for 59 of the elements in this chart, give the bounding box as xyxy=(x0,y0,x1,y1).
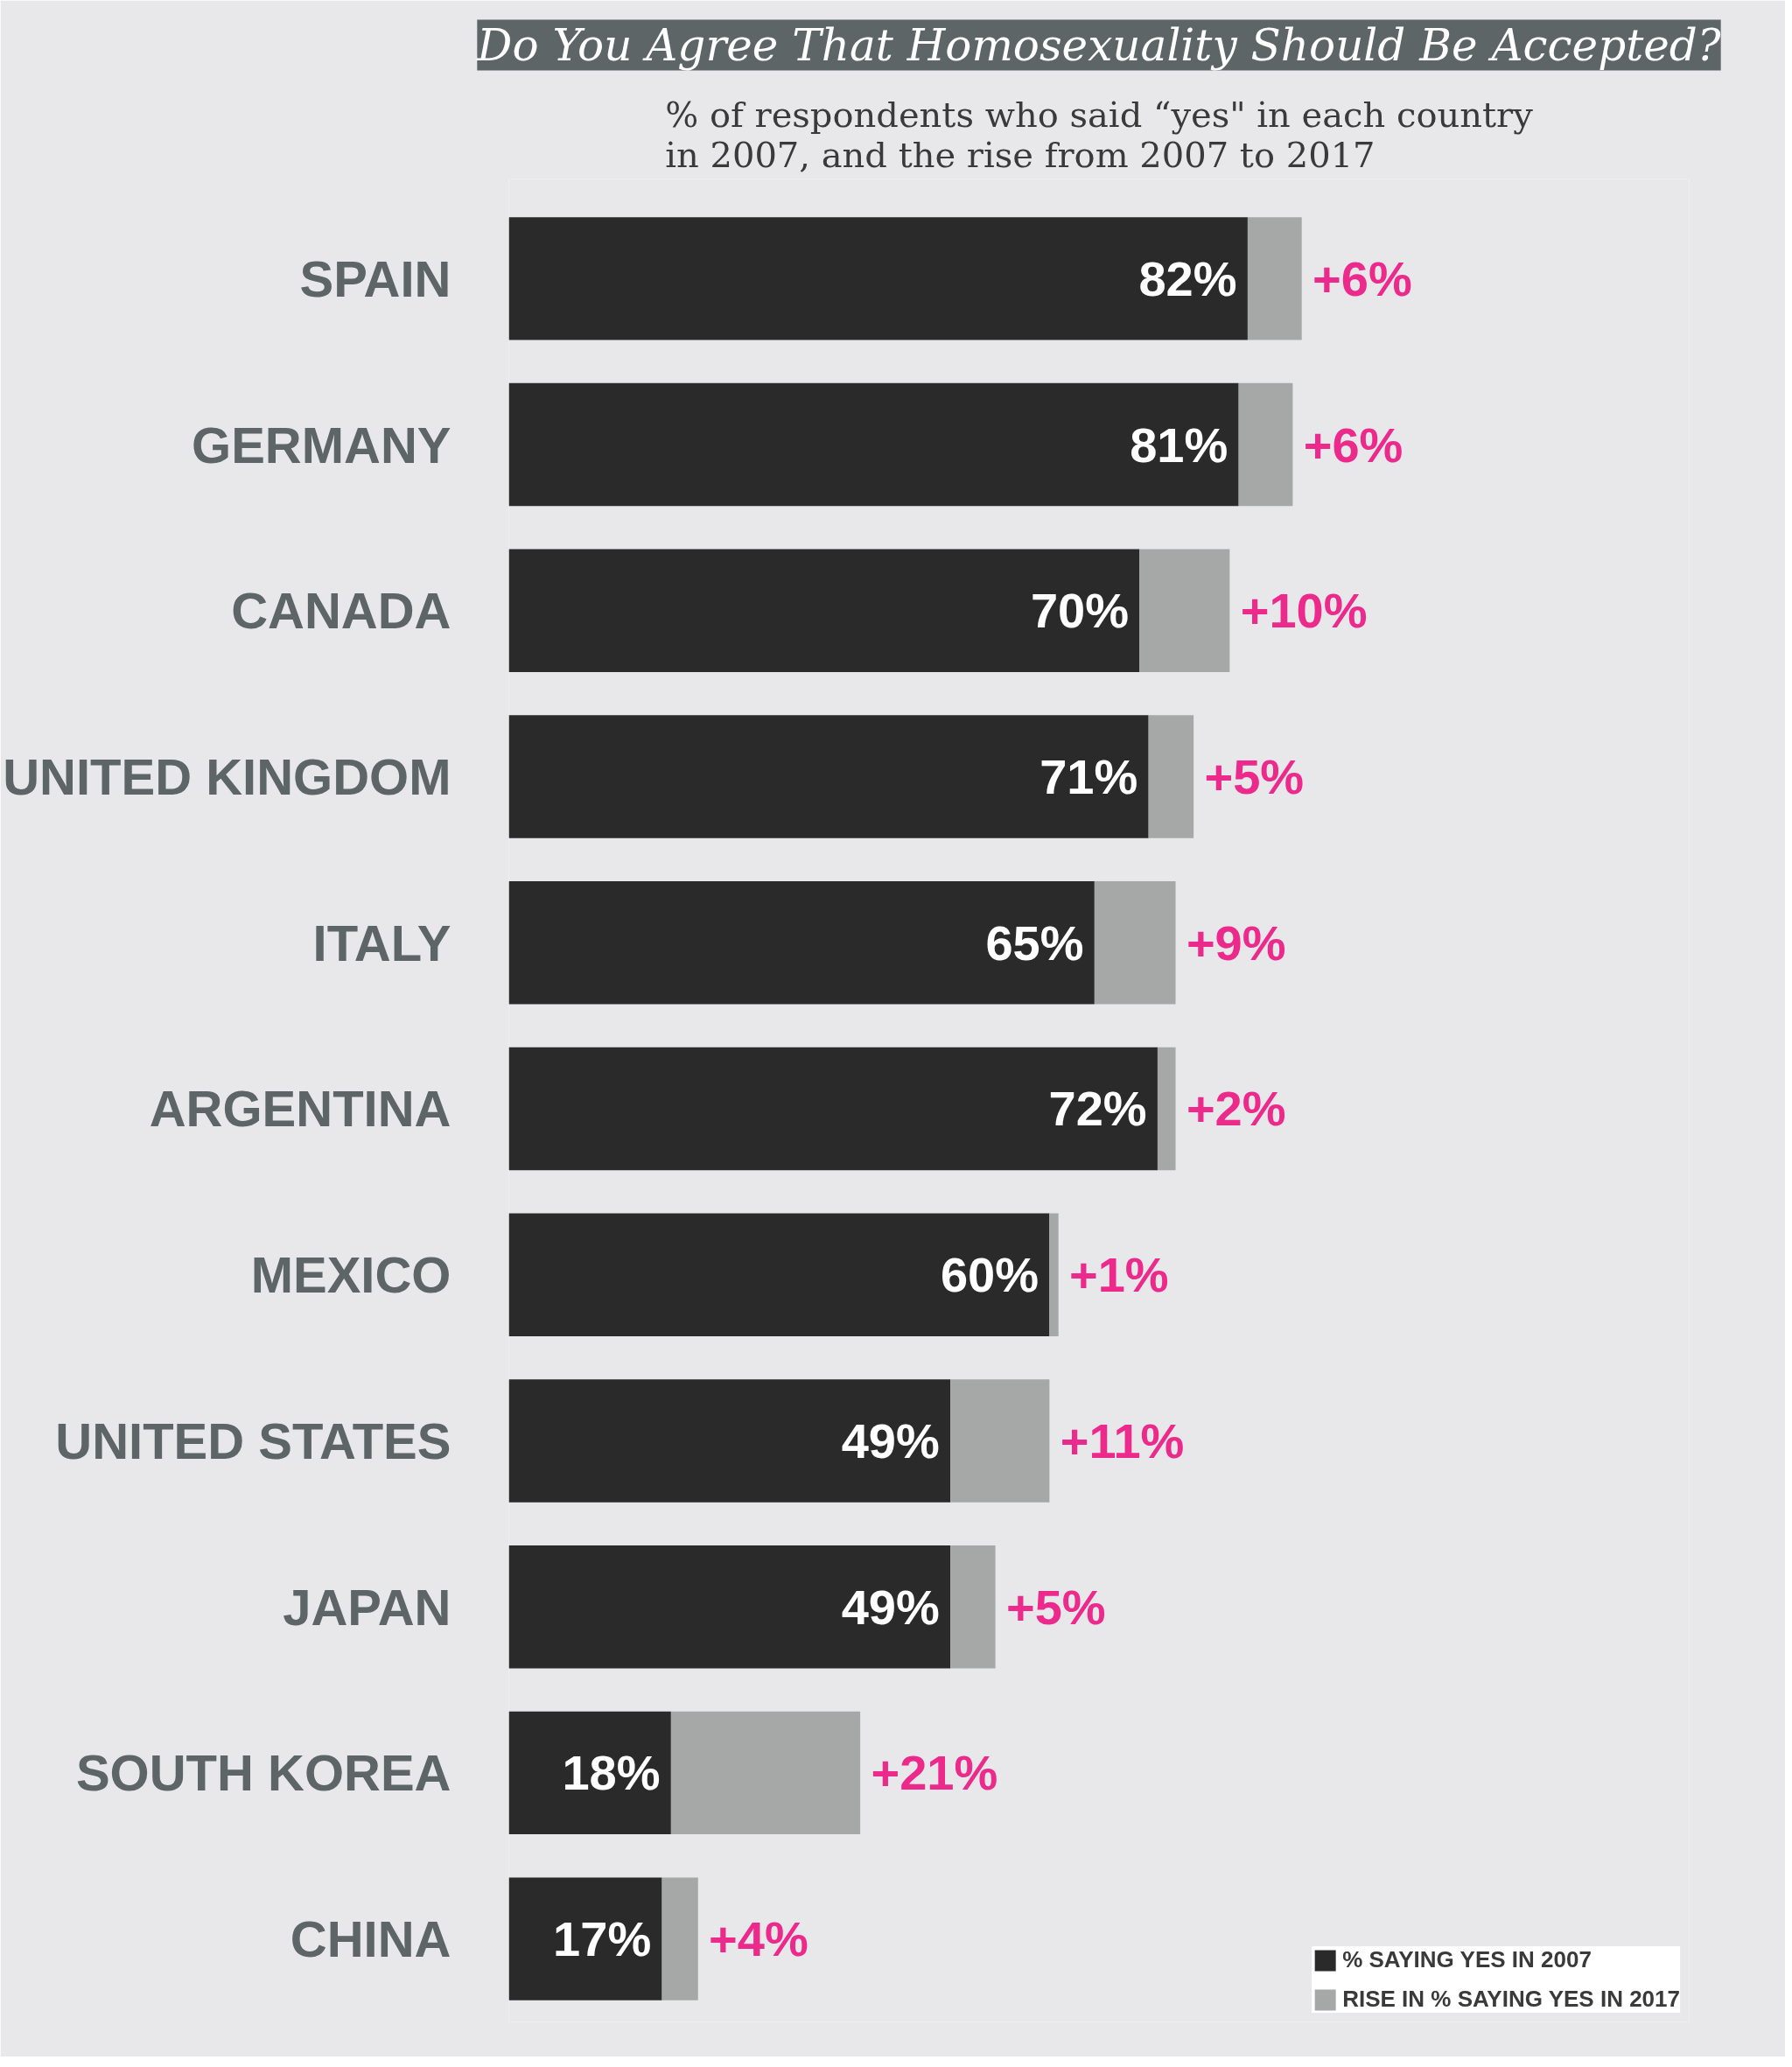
y-tick-label: ARGENTINA xyxy=(149,1080,452,1138)
data-label: +11% xyxy=(1060,1412,1185,1468)
bar xyxy=(1157,1047,1176,1171)
data-label: +10% xyxy=(1240,583,1368,639)
bar xyxy=(508,1877,662,2000)
y-tick-label: JAPAN xyxy=(283,1578,452,1636)
data-label: +2% xyxy=(1186,1081,1286,1137)
bar xyxy=(508,1711,671,1835)
chart-title: Do You Agree That Homosexuality Should Be Accepted? xyxy=(476,19,1722,71)
data-label: 71% xyxy=(1040,749,1138,805)
y-tick-label: ITALY xyxy=(312,914,452,971)
y-tick-label: CHINA xyxy=(290,1910,452,1968)
data-label: +4% xyxy=(709,1911,808,1967)
y-tick-label: UNITED KINGDOM xyxy=(3,748,452,806)
bar xyxy=(508,1213,1050,1336)
data-label: 49% xyxy=(841,1412,940,1468)
bar xyxy=(662,1877,698,2000)
data-label: +5% xyxy=(1005,1579,1106,1635)
bar xyxy=(670,1711,861,1835)
data-label: +9% xyxy=(1186,914,1286,970)
bar xyxy=(508,1545,951,1669)
bar xyxy=(508,549,1140,672)
bar xyxy=(1094,881,1176,1005)
bar xyxy=(508,217,1248,340)
data-label: 81% xyxy=(1130,417,1228,473)
data-label: +21% xyxy=(871,1745,998,1801)
bar xyxy=(508,1379,951,1503)
bar xyxy=(508,1047,1158,1171)
bar xyxy=(950,1379,1050,1503)
y-tick-label: GERMANY xyxy=(192,416,452,473)
legend-label: % SAYING YES IN 2007 xyxy=(1342,1946,1592,1973)
bar xyxy=(1247,217,1302,340)
bar xyxy=(508,881,1095,1005)
data-label: +6% xyxy=(1312,250,1412,306)
y-tick-label: SPAIN xyxy=(299,249,452,307)
bar xyxy=(508,382,1239,507)
data-label: 65% xyxy=(985,914,1084,970)
bar xyxy=(1139,549,1230,672)
data-label: +5% xyxy=(1204,749,1305,805)
y-tick-label: UNITED STATES xyxy=(55,1412,452,1469)
data-label: 70% xyxy=(1030,583,1129,639)
data-label: +1% xyxy=(1069,1247,1169,1303)
bar xyxy=(1148,715,1194,838)
bar xyxy=(1049,1213,1059,1336)
data-label: +6% xyxy=(1303,417,1404,473)
data-label: 17% xyxy=(553,1911,652,1967)
bar xyxy=(1238,382,1293,507)
y-tick-label: CANADA xyxy=(231,582,452,640)
data-label: 72% xyxy=(1048,1081,1147,1137)
y-tick-label: MEXICO xyxy=(250,1246,452,1304)
data-label: 82% xyxy=(1138,250,1237,306)
bar xyxy=(508,715,1149,838)
bar xyxy=(950,1545,996,1669)
chart-subtitle: % of respondents who said “yes" in each country in 2007, and the rise from 2007 to 2017 xyxy=(665,94,1534,175)
data-label: 18% xyxy=(562,1745,661,1801)
data-label: 49% xyxy=(841,1579,940,1635)
y-tick-label: SOUTH KOREA xyxy=(75,1744,452,1802)
legend-label: RISE IN % SAYING YES IN 2017 xyxy=(1342,1986,1680,2013)
data-label: 60% xyxy=(940,1247,1040,1303)
